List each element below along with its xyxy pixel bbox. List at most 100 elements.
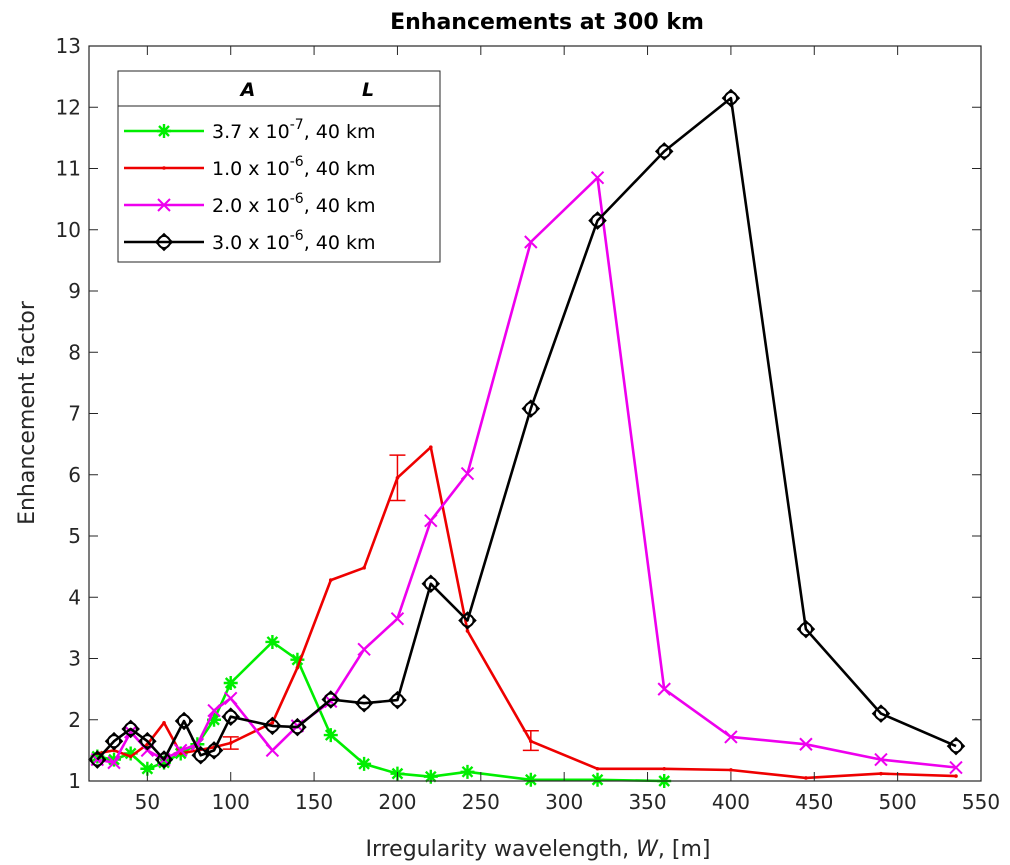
data-point — [465, 629, 470, 633]
data-point — [107, 752, 122, 767]
data-point-ring — [90, 752, 105, 767]
data-point-ring — [265, 718, 280, 733]
plot-area — [88, 88, 966, 788]
data-point — [954, 774, 958, 778]
data-point — [804, 776, 808, 780]
legend: A L 3.7 x 10-7, 40 km1.0 x 10-6, 40 km2.… — [117, 70, 441, 263]
y-axis-label: Enhancement factor — [15, 300, 40, 525]
x-tick-label: 300 — [545, 790, 583, 814]
data-point — [460, 764, 475, 779]
legend-mantissa: 1.0 x 10 — [212, 158, 290, 180]
legend-item-4: 3.0 x 10-6, 40 km — [124, 228, 376, 254]
x-tick-label: 550 — [962, 790, 1000, 814]
data-point — [428, 445, 433, 449]
data-point-ring — [323, 692, 338, 707]
data-point-ring — [460, 613, 475, 628]
legend-item-2: 1.0 x 10-6, 40 km — [124, 154, 376, 180]
y-tick-label: 10 — [56, 218, 81, 242]
x-tick-label: 150 — [295, 790, 333, 814]
legend-exponent: -6 — [290, 191, 304, 207]
x-tick-label: 250 — [462, 790, 500, 814]
data-point — [107, 755, 121, 770]
x-tick-label: 450 — [795, 790, 833, 814]
x-tick-label: 100 — [212, 790, 250, 814]
data-point — [140, 761, 155, 776]
x-tick-label: 50 — [135, 790, 160, 814]
data-point — [879, 771, 883, 776]
data-point — [657, 682, 671, 696]
data-point — [90, 749, 105, 764]
legend-label: 3.7 x 10-7, 40 km — [212, 117, 376, 143]
data-point-ring — [177, 714, 191, 728]
legend-exponent: -6 — [290, 154, 304, 170]
legend-item-1: 3.7 x 10-7, 40 km — [124, 117, 376, 143]
data-point — [295, 665, 300, 670]
legend-exponent: -7 — [290, 117, 304, 133]
data-point-ring — [207, 743, 221, 758]
legend-suffix: , 40 km — [304, 232, 376, 254]
data-point — [328, 578, 333, 582]
data-point — [729, 768, 733, 772]
y-tick-label: 4 — [68, 585, 81, 609]
data-point — [523, 772, 538, 787]
data-point-ring — [724, 91, 738, 105]
legend-suffix: , 40 km — [304, 158, 376, 180]
y-tick-label: 2 — [68, 708, 81, 732]
data-point-ring — [523, 401, 538, 416]
data-point — [357, 642, 371, 657]
data-point-ring — [290, 720, 305, 734]
data-point — [323, 728, 338, 743]
data-point — [223, 676, 238, 690]
data-point — [123, 725, 138, 739]
x-tick-label: 400 — [712, 790, 750, 814]
data-point — [424, 513, 438, 528]
legend-mantissa: 3.0 x 10 — [212, 232, 290, 254]
series-1 — [90, 634, 672, 788]
data-point-ring — [390, 693, 405, 708]
data-point — [590, 772, 605, 787]
x-tick-label: 500 — [879, 790, 917, 814]
data-point — [949, 760, 963, 775]
y-tick-label: 8 — [68, 340, 81, 364]
legend-label: 1.0 x 10-6, 40 km — [212, 154, 376, 180]
data-point — [524, 235, 538, 249]
data-point — [228, 741, 233, 745]
legend-marker — [162, 166, 166, 170]
data-point — [590, 170, 605, 185]
data-point — [290, 652, 305, 667]
data-point — [874, 752, 888, 767]
x-tick-label: 350 — [628, 790, 666, 814]
legend-label: 2.0 x 10-6, 40 km — [212, 191, 376, 217]
series-4 — [88, 88, 966, 769]
data-point-ring — [223, 709, 238, 724]
y-tick-label: 3 — [68, 647, 81, 671]
x-axis-label-variable: W — [636, 837, 659, 862]
data-point-ring — [423, 576, 438, 591]
y-tick-label: 9 — [68, 279, 81, 303]
y-tick-label: 12 — [56, 95, 81, 119]
data-point — [724, 730, 738, 744]
data-point — [460, 466, 475, 481]
legend-exponent: -6 — [290, 228, 304, 244]
data-point — [157, 755, 172, 770]
data-point — [123, 746, 138, 761]
y-tick-label: 6 — [68, 463, 81, 487]
legend-header-l: L — [362, 79, 374, 101]
chart-title: Enhancements at 300 km — [390, 10, 704, 35]
legend-marker — [157, 124, 171, 138]
data-point — [265, 743, 280, 758]
y-tick-label: 11 — [56, 157, 81, 181]
data-point — [799, 737, 813, 751]
data-point-ring — [107, 734, 121, 749]
data-point — [357, 756, 372, 771]
data-point-ring — [949, 739, 963, 753]
data-point-ring — [193, 748, 208, 763]
legend-suffix: , 40 km — [304, 195, 376, 217]
legend-marker — [157, 198, 171, 212]
data-point-ring — [123, 722, 138, 736]
legend-item-3: 2.0 x 10-6, 40 km — [124, 191, 376, 217]
data-point — [207, 712, 222, 727]
data-point — [390, 611, 405, 626]
data-point — [128, 754, 133, 759]
